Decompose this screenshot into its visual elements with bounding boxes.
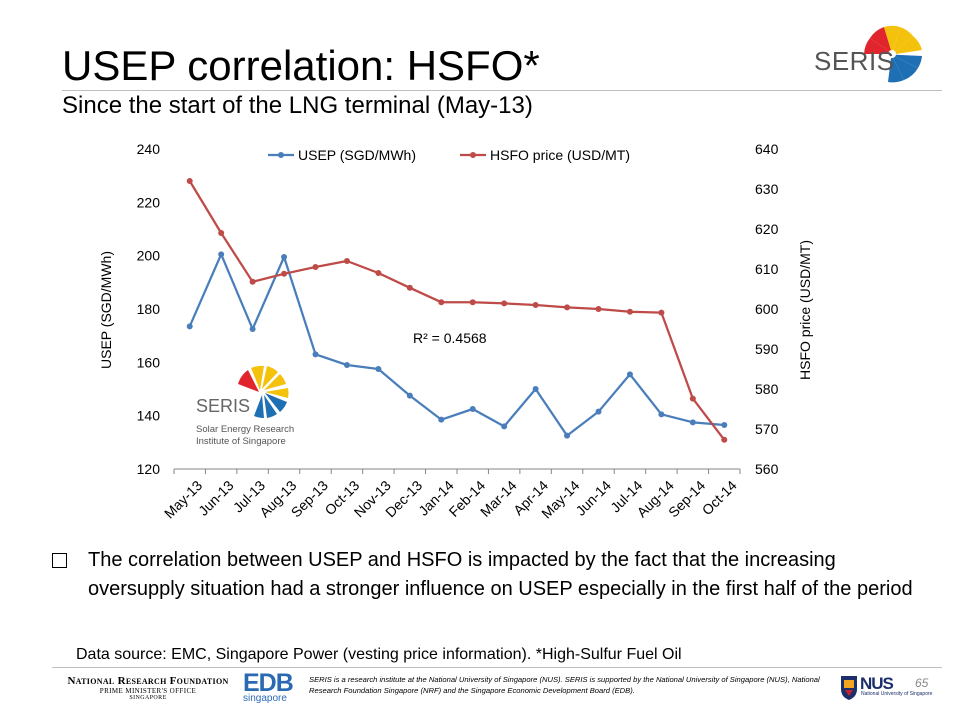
footer-disclaimer: SERIS is a research institute at the Nat… <box>309 675 820 695</box>
data-point-1 <box>281 270 288 277</box>
checkbox-bullet-icon <box>52 553 67 568</box>
edb-sub: singapore <box>243 693 287 704</box>
seris-sun-icon <box>864 25 922 83</box>
nus-text: NUS <box>860 674 894 693</box>
data-point-1 <box>595 306 602 312</box>
nrf-country: SINGAPORE <box>129 695 167 701</box>
y-tick-label: 160 <box>137 354 161 370</box>
y2-tick-label: 570 <box>755 421 779 437</box>
data-point-1 <box>343 258 350 264</box>
y2-tick-label: 590 <box>755 341 779 357</box>
data-point-1 <box>532 302 539 308</box>
data-point-1 <box>312 264 319 270</box>
y2-tick-label: 640 <box>755 141 779 157</box>
data-point-0 <box>564 432 571 439</box>
y2-tick-label: 560 <box>755 461 779 477</box>
legend-label-0: USEP (SGD/MWh) <box>298 147 416 163</box>
seris-logo: SERIS <box>800 14 932 86</box>
data-point-0 <box>689 419 696 426</box>
x-tick-label: Mar-14 <box>477 477 520 520</box>
data-source-note: Data source: EMC, Singapore Power (vesti… <box>76 646 682 663</box>
data-point-1 <box>564 304 571 311</box>
y-tick-label: 180 <box>137 301 161 317</box>
data-point-0 <box>532 386 539 392</box>
edb-logo: EDB singapore <box>243 670 295 706</box>
line-chart: May-13Jun-13Jul-13Aug-13Sep-13Oct-13Nov-… <box>98 141 813 521</box>
data-point-1 <box>469 299 476 306</box>
y2-tick-label: 620 <box>755 221 779 237</box>
title-divider <box>62 90 942 91</box>
legend-label-1: HSFO price (USD/MT) <box>490 147 630 163</box>
nus-sub: National University of Singapore <box>861 691 933 697</box>
data-point-0 <box>375 366 382 372</box>
y-tick-label: 220 <box>137 194 161 210</box>
data-point-0 <box>186 323 193 330</box>
series-line-1 <box>188 180 726 441</box>
x-tick-label: Oct-14 <box>699 477 740 518</box>
data-point-0 <box>438 416 445 423</box>
data-point-1 <box>375 270 382 276</box>
inset-logo-name: SERIS <box>196 396 250 416</box>
y2-axis-title: HSFO price (USD/MT) <box>797 240 813 380</box>
data-point-1 <box>249 278 256 285</box>
legend-marker-0 <box>278 152 284 158</box>
data-point-0 <box>469 406 476 412</box>
x-tick-label: Jun-13 <box>195 477 237 519</box>
page-subtitle: Since the start of the LNG terminal (May… <box>62 92 533 119</box>
edb-text: EDB <box>243 669 294 697</box>
seris-logo-text: SERIS <box>814 46 895 76</box>
data-point-0 <box>281 254 288 260</box>
y-axis-title: USEP (SGD/MWh) <box>98 251 114 369</box>
data-point-0 <box>218 251 225 258</box>
nus-logo: NUS National University of Singapore <box>840 672 932 706</box>
data-point-0 <box>343 362 350 368</box>
x-tick-label: May-13 <box>161 477 205 521</box>
nrf-name: National Research Foundation <box>67 675 229 687</box>
r-squared-annotation: R² = 0.4568 <box>413 330 487 346</box>
page-title: USEP correlation: HSFO* <box>62 42 540 89</box>
inset-logo-line1: Solar Energy Research <box>196 424 294 435</box>
data-point-0 <box>249 326 256 332</box>
inset-logo-line2: Institute of Singapore <box>196 436 286 447</box>
y-tick-label: 200 <box>137 248 161 264</box>
data-point-1 <box>218 230 225 236</box>
data-point-0 <box>501 423 508 430</box>
data-point-0 <box>658 411 665 418</box>
bullet-text: The correlation between USEP and HSFO is… <box>88 549 913 600</box>
bullet-point: The correlation between USEP and HSFO is… <box>52 546 932 604</box>
nrf-logo: National Research Foundation PRIME MINIS… <box>62 675 234 701</box>
data-point-1 <box>721 436 728 443</box>
x-tick-label: Jun-14 <box>572 477 614 519</box>
legend-marker-1 <box>470 152 476 158</box>
y-tick-label: 120 <box>137 461 161 477</box>
data-point-1 <box>501 300 508 307</box>
data-point-1 <box>626 308 633 315</box>
y2-tick-label: 600 <box>755 301 779 317</box>
page-number: 65 <box>915 676 929 690</box>
data-point-1 <box>438 299 445 306</box>
footer-divider <box>52 667 942 668</box>
series-line-0 <box>188 253 725 437</box>
data-point-1 <box>406 284 413 291</box>
data-point-0 <box>721 422 728 428</box>
data-point-1 <box>658 309 665 316</box>
y2-tick-label: 580 <box>755 381 779 397</box>
data-point-0 <box>312 351 319 358</box>
data-point-1 <box>186 178 193 184</box>
data-point-0 <box>406 392 413 399</box>
data-point-0 <box>595 408 602 415</box>
y2-tick-label: 630 <box>755 181 779 197</box>
y2-tick-label: 610 <box>755 261 779 277</box>
nus-crest-icon <box>841 676 857 700</box>
y-tick-label: 240 <box>137 141 161 157</box>
y-tick-label: 140 <box>137 408 161 424</box>
data-point-0 <box>626 371 633 378</box>
nrf-office: PRIME MINISTER'S OFFICE <box>99 687 197 695</box>
data-point-1 <box>689 395 696 402</box>
chart-legend: USEP (SGD/MWh) HSFO price (USD/MT) <box>268 147 630 163</box>
chart-inset-logo: SERIS Solar Energy Research Institute of… <box>196 365 294 447</box>
